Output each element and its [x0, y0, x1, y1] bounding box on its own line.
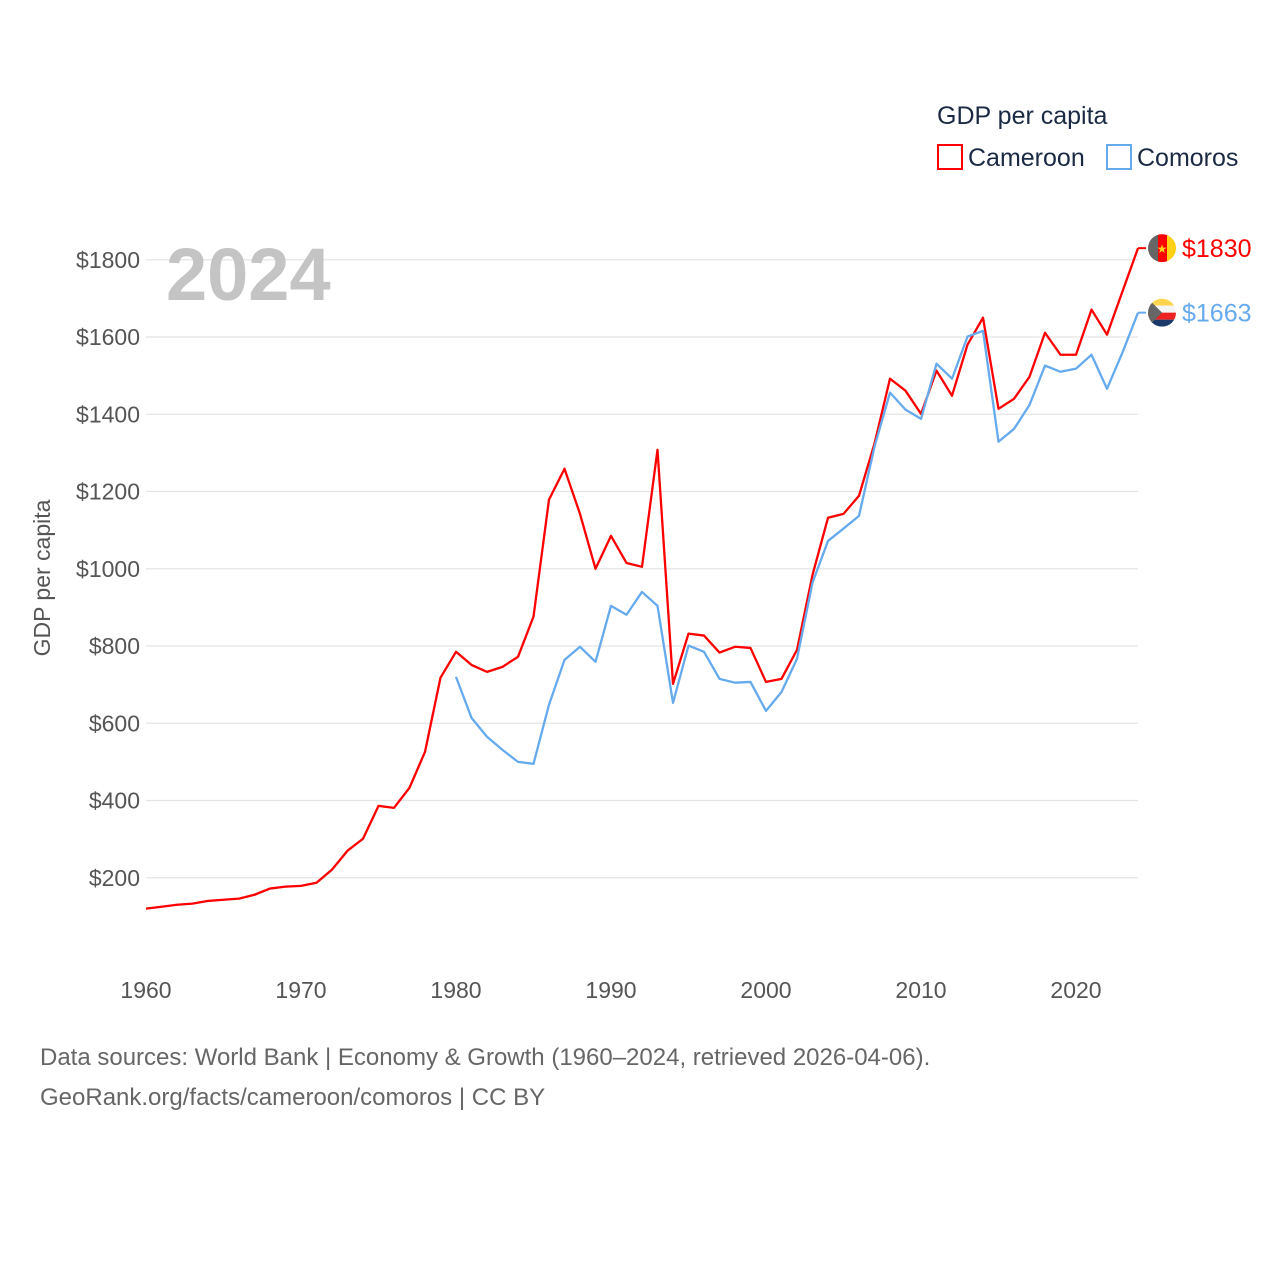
- line-cameroon: [145, 247, 1140, 910]
- footer-attribution[interactable]: GeoRank.org/facts/cameroon/comoros | CC …: [40, 1084, 546, 1111]
- x-tick-label: 1980: [430, 977, 481, 1003]
- y-tick-label: $1600: [76, 324, 140, 350]
- y-tick-label: $1000: [76, 556, 140, 582]
- x-tick-label: 1990: [585, 977, 636, 1003]
- legend-title: GDP per capita: [937, 102, 1108, 130]
- flag-stripe: [1158, 234, 1167, 263]
- legend: GDP per capita Cameroon Comoros: [937, 102, 1238, 172]
- flag-stripe: [1167, 234, 1176, 263]
- x-tick-label: 1960: [120, 977, 171, 1003]
- y-tick-label: $1200: [76, 479, 140, 505]
- legend-swatch-comoros: [1106, 144, 1132, 170]
- flag-stripe: [1148, 312, 1176, 320]
- flag-stripe: [1148, 298, 1176, 306]
- gridlines: [146, 259, 1138, 879]
- y-axis-ticks: $200 $400 $600 $800 $1000 $1200 $1400 $1600 $180…: [76, 247, 140, 891]
- legend-item-comoros[interactable]: Comoros: [1106, 144, 1238, 172]
- legend-label-cameroon: Cameroon: [968, 144, 1085, 172]
- legend-item-cameroon[interactable]: Cameroon: [937, 144, 1085, 172]
- year-watermark: 2024: [166, 233, 331, 316]
- line-comoros: [454, 312, 1140, 765]
- footer-sources: Data sources: World Bank | Economy & Gro…: [40, 1044, 931, 1071]
- y-axis-title: GDP per capita: [29, 499, 55, 656]
- y-tick-label: $1400: [76, 401, 140, 427]
- flag-stripe: [1148, 319, 1176, 327]
- flag-star: ★: [1157, 242, 1168, 256]
- series-end-labels: ★ $1830 $1663: [1138, 234, 1252, 328]
- comoros-flag-icon: [1148, 298, 1176, 327]
- y-tick-label: $1800: [76, 247, 140, 273]
- flag-triangle: [1148, 298, 1162, 327]
- x-tick-label: 2010: [895, 977, 946, 1003]
- y-tick-label: $600: [89, 710, 140, 736]
- y-tick-label: $200: [89, 865, 140, 891]
- flag-stripe: [1148, 305, 1176, 313]
- x-axis-ticks: 1960 1970 1980 1990 2000 2010 2020: [120, 977, 1101, 1003]
- end-value-cameroon: $1830: [1182, 235, 1252, 263]
- y-tick-label: $800: [89, 633, 140, 659]
- y-tick-label: $400: [89, 788, 140, 814]
- legend-swatch-cameroon: [937, 144, 963, 170]
- end-value-comoros: $1663: [1182, 300, 1252, 328]
- flag-stripe: [1148, 234, 1158, 263]
- legend-label-comoros: Comoros: [1137, 144, 1238, 172]
- cameroon-flag-icon: ★: [1148, 234, 1176, 263]
- x-tick-label: 2000: [740, 977, 791, 1003]
- x-tick-label: 2020: [1050, 977, 1101, 1003]
- series-lines: [145, 247, 1140, 910]
- x-tick-label: 1970: [275, 977, 326, 1003]
